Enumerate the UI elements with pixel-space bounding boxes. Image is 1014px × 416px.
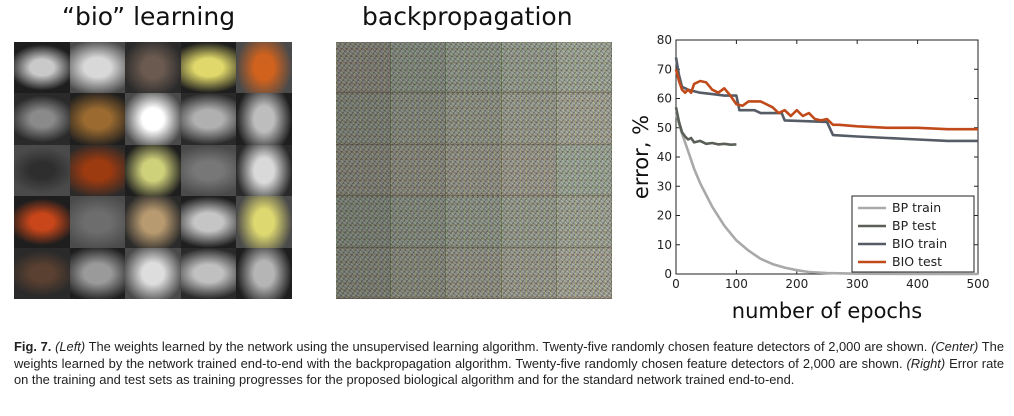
caption-part-center: The weights learned by the network train… [14,339,1005,371]
bio-feature-tile [125,42,181,94]
bio-feature-tile [180,42,237,94]
backprop-feature-tile [556,42,612,94]
backprop-feature-tile [556,247,612,299]
x-tick-label: 400 [906,277,929,291]
bio-feature-tile [69,42,126,94]
bio-feature-tile [69,93,126,145]
backprop-feature-detector-grid [336,42,612,299]
y-tick-label: 70 [657,62,672,76]
backprop-feature-tile [556,93,612,145]
x-tick-label: 300 [846,277,869,291]
bio-feature-tile [14,93,70,145]
series-line-bp-train [674,112,979,276]
y-tick-label: 20 [657,209,672,223]
caption-left-tag: (Left) [55,339,86,354]
backprop-feature-tile [391,93,447,145]
backprop-feature-tile [501,42,557,94]
error-rate-chart: 0 10 20 30 40 50 60 70 80 0 100 200 300 400 500 error, … [629,33,990,323]
center-panel-title: backpropagation [362,2,573,31]
backprop-feature-tile [446,247,502,299]
x-tick-label: 500 [967,277,990,291]
bio-feature-tile [69,196,126,248]
legend-label: BIO train [892,236,947,251]
backprop-feature-tile [556,144,612,197]
backprop-feature-tile [336,144,392,197]
backprop-feature-tile [501,247,557,299]
x-axis-label: number of epochs [732,299,922,323]
backprop-feature-tile [501,196,557,248]
caption-part-left: The weights learned by the network using… [85,339,932,354]
bio-feature-tile [14,144,70,197]
bio-feature-tile [236,247,292,299]
bio-feature-tile [69,144,126,197]
y-axis-label: error, % [629,115,653,199]
backprop-feature-tile [501,144,557,197]
bio-feature-tile [180,93,237,145]
bio-feature-tile [14,42,70,94]
bio-feature-tile [236,93,292,145]
y-tick-label: 80 [657,33,672,47]
backprop-feature-tile [556,196,612,248]
bio-feature-tile [125,93,181,145]
bio-feature-tile [236,144,292,197]
backprop-feature-tile [391,196,447,248]
backprop-feature-tile [391,144,447,197]
y-tick-label: 10 [657,238,672,252]
left-panel-title: “bio” learning [62,2,236,31]
bio-feature-tile [180,196,237,248]
bio-feature-tile [14,247,70,299]
bio-feature-tile [180,247,237,299]
x-tick-label: 0 [672,277,680,291]
y-tick-label: 50 [657,121,672,135]
bio-feature-tile [125,144,181,197]
legend-label: BP test [892,218,936,233]
legend-label: BIO test [892,254,942,269]
figure-caption: Fig. 7. (Left) The weights learned by th… [14,339,1004,389]
bio-feature-tile [236,42,292,94]
y-tick-label: 30 [657,179,672,193]
backprop-feature-tile [391,42,447,94]
backprop-feature-tile [446,144,502,197]
bio-feature-tile [125,247,181,299]
caption-figure-label: Fig. 7. [14,339,52,354]
backprop-feature-tile [336,42,392,94]
caption-center-tag: (Center) [931,339,979,354]
legend-label: BP train [892,200,941,215]
y-tick-label: 40 [657,150,672,164]
bio-feature-tile [69,247,126,299]
bio-feature-tile [180,144,237,197]
caption-part-right: Error rate on the training and test sets… [14,355,1004,388]
series-line-bp-test [674,107,737,146]
backprop-feature-tile [446,93,502,145]
backprop-feature-tile [336,247,392,299]
bio-feature-detector-grid [14,42,292,299]
x-tick-label: 100 [725,277,748,291]
backprop-feature-tile [391,247,447,299]
backprop-feature-tile [336,93,392,145]
series-line-bio-test [674,68,978,131]
y-tick-label: 60 [657,92,672,106]
y-tick-label: 0 [664,267,672,281]
bio-feature-tile [125,196,181,248]
x-tick-label: 200 [785,277,808,291]
caption-right-tag: (Right) [906,355,946,371]
backprop-feature-tile [446,42,502,94]
backprop-feature-tile [501,93,557,145]
bio-feature-tile [14,196,70,248]
backprop-feature-tile [446,196,502,248]
bio-feature-tile [236,196,292,248]
backprop-feature-tile [336,196,392,248]
